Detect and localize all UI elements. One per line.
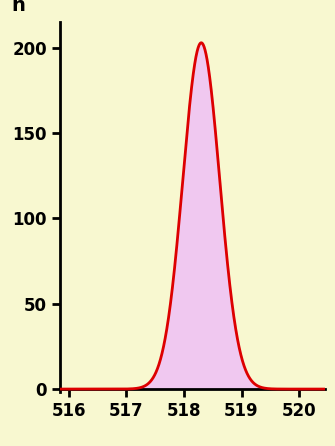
Y-axis label: n: n <box>11 0 25 15</box>
